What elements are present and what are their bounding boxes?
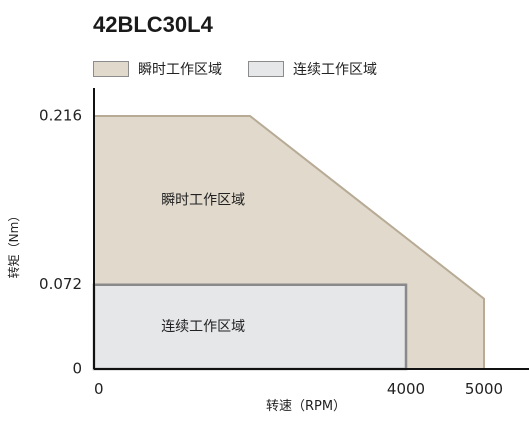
x-tick-label: 5000 [465, 380, 503, 398]
x-tick-label: 0 [94, 380, 104, 398]
chart-title: 42BLC30L4 [93, 12, 213, 37]
chart-axes [93, 88, 529, 370]
legend-swatch-continuous [248, 61, 284, 77]
legend-label-peak: 瞬时工作区域 [138, 62, 222, 78]
x-tick-label: 4000 [387, 380, 425, 398]
peak-region-label: 瞬时工作区域 [161, 192, 245, 208]
y-axis-label: 转矩（Nm） [6, 210, 21, 279]
x-tick-labels: 0 4000 5000 [94, 380, 503, 398]
continuous-region [92, 283, 408, 371]
continuous-region-label: 连续工作区域 [161, 318, 245, 335]
y-tick-label: 0 [72, 360, 82, 378]
chart-regions [92, 115, 485, 371]
legend-swatch-peak [93, 61, 129, 77]
y-tick-label: 0.072 [39, 275, 82, 293]
y-tick-label: 0.216 [39, 107, 82, 125]
legend-item-peak: 瞬时工作区域 [93, 59, 222, 79]
legend-item-continuous: 连续工作区域 [248, 59, 377, 79]
x-axis-label: 转速（RPM） [266, 399, 346, 414]
legend-label-continuous: 连续工作区域 [293, 62, 377, 78]
y-tick-labels: 0 0.072 0.216 [39, 107, 82, 378]
chart-legend: 瞬时工作区域 连续工作区域 [93, 59, 403, 79]
